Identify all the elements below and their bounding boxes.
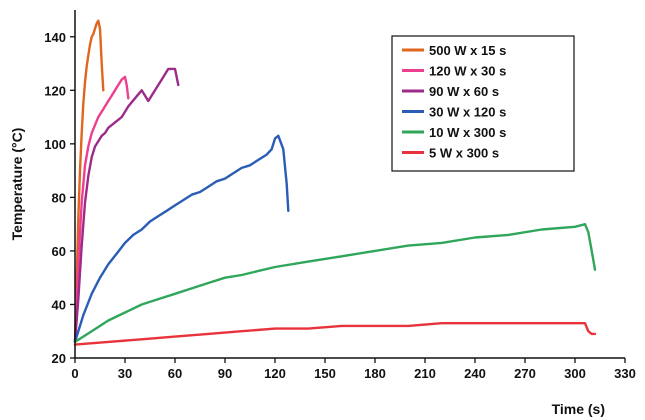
legend-label: 10 W x 300 s <box>429 125 506 140</box>
legend-item: 120 W x 30 s <box>402 64 506 79</box>
legend-item: 5 W x 300 s <box>402 146 499 161</box>
legend-label: 30 W x 120 s <box>429 105 506 120</box>
x-tick-label: 300 <box>564 366 586 381</box>
x-tick-label: 60 <box>168 366 182 381</box>
x-axis-ticks: 0 30 60 90 120 150 180 210 240 270 300 330 <box>71 358 636 381</box>
x-tick-label: 0 <box>71 366 78 381</box>
y-tick-label: 100 <box>44 137 66 152</box>
series-line-4 <box>73 222 597 344</box>
x-tick-label: 240 <box>464 366 486 381</box>
y-tick-label: 60 <box>52 244 66 259</box>
x-tick-label: 270 <box>514 366 536 381</box>
x-tick-label: 90 <box>218 366 232 381</box>
series-line-3 <box>73 134 290 344</box>
legend-item: 30 W x 120 s <box>402 105 506 120</box>
y-tick-label: 140 <box>44 30 66 45</box>
y-axis-label: Temperature (°C) <box>9 128 25 241</box>
x-tick-label: 120 <box>264 366 286 381</box>
x-axis-label: Time (s) <box>552 401 605 417</box>
y-tick-label: 120 <box>44 83 66 98</box>
series-line-5 <box>73 322 597 346</box>
x-tick-label: 30 <box>118 366 132 381</box>
series-line-2 <box>73 67 180 344</box>
x-tick-label: 210 <box>414 366 436 381</box>
x-tick-label: 180 <box>364 366 386 381</box>
y-tick-label: 40 <box>52 297 66 312</box>
series-line-1 <box>73 75 130 344</box>
legend-label: 500 W x 15 s <box>429 43 506 58</box>
axes: 0 30 60 90 120 150 180 210 240 270 300 330 20 40 60 80… <box>9 10 636 417</box>
legend-label: 120 W x 30 s <box>429 64 506 79</box>
legend-item: 500 W x 15 s <box>402 43 506 58</box>
x-tick-label: 330 <box>614 366 636 381</box>
x-tick-label: 150 <box>314 366 336 381</box>
y-axis-ticks: 20 40 60 80 100 120 140 <box>44 30 75 366</box>
legend-label: 5 W x 300 s <box>429 146 499 161</box>
legend: 500 W x 15 s 120 W x 30 s 90 W x 60 s 30 W … <box>391 35 575 172</box>
y-tick-label: 80 <box>52 190 66 205</box>
legend-item: 90 W x 60 s <box>402 84 499 99</box>
legend-label: 90 W x 60 s <box>429 84 499 99</box>
series-line-0 <box>73 19 105 344</box>
y-tick-label: 20 <box>52 351 66 366</box>
legend-box <box>391 35 575 172</box>
plot-area <box>73 19 597 346</box>
legend-item: 10 W x 300 s <box>402 125 506 140</box>
